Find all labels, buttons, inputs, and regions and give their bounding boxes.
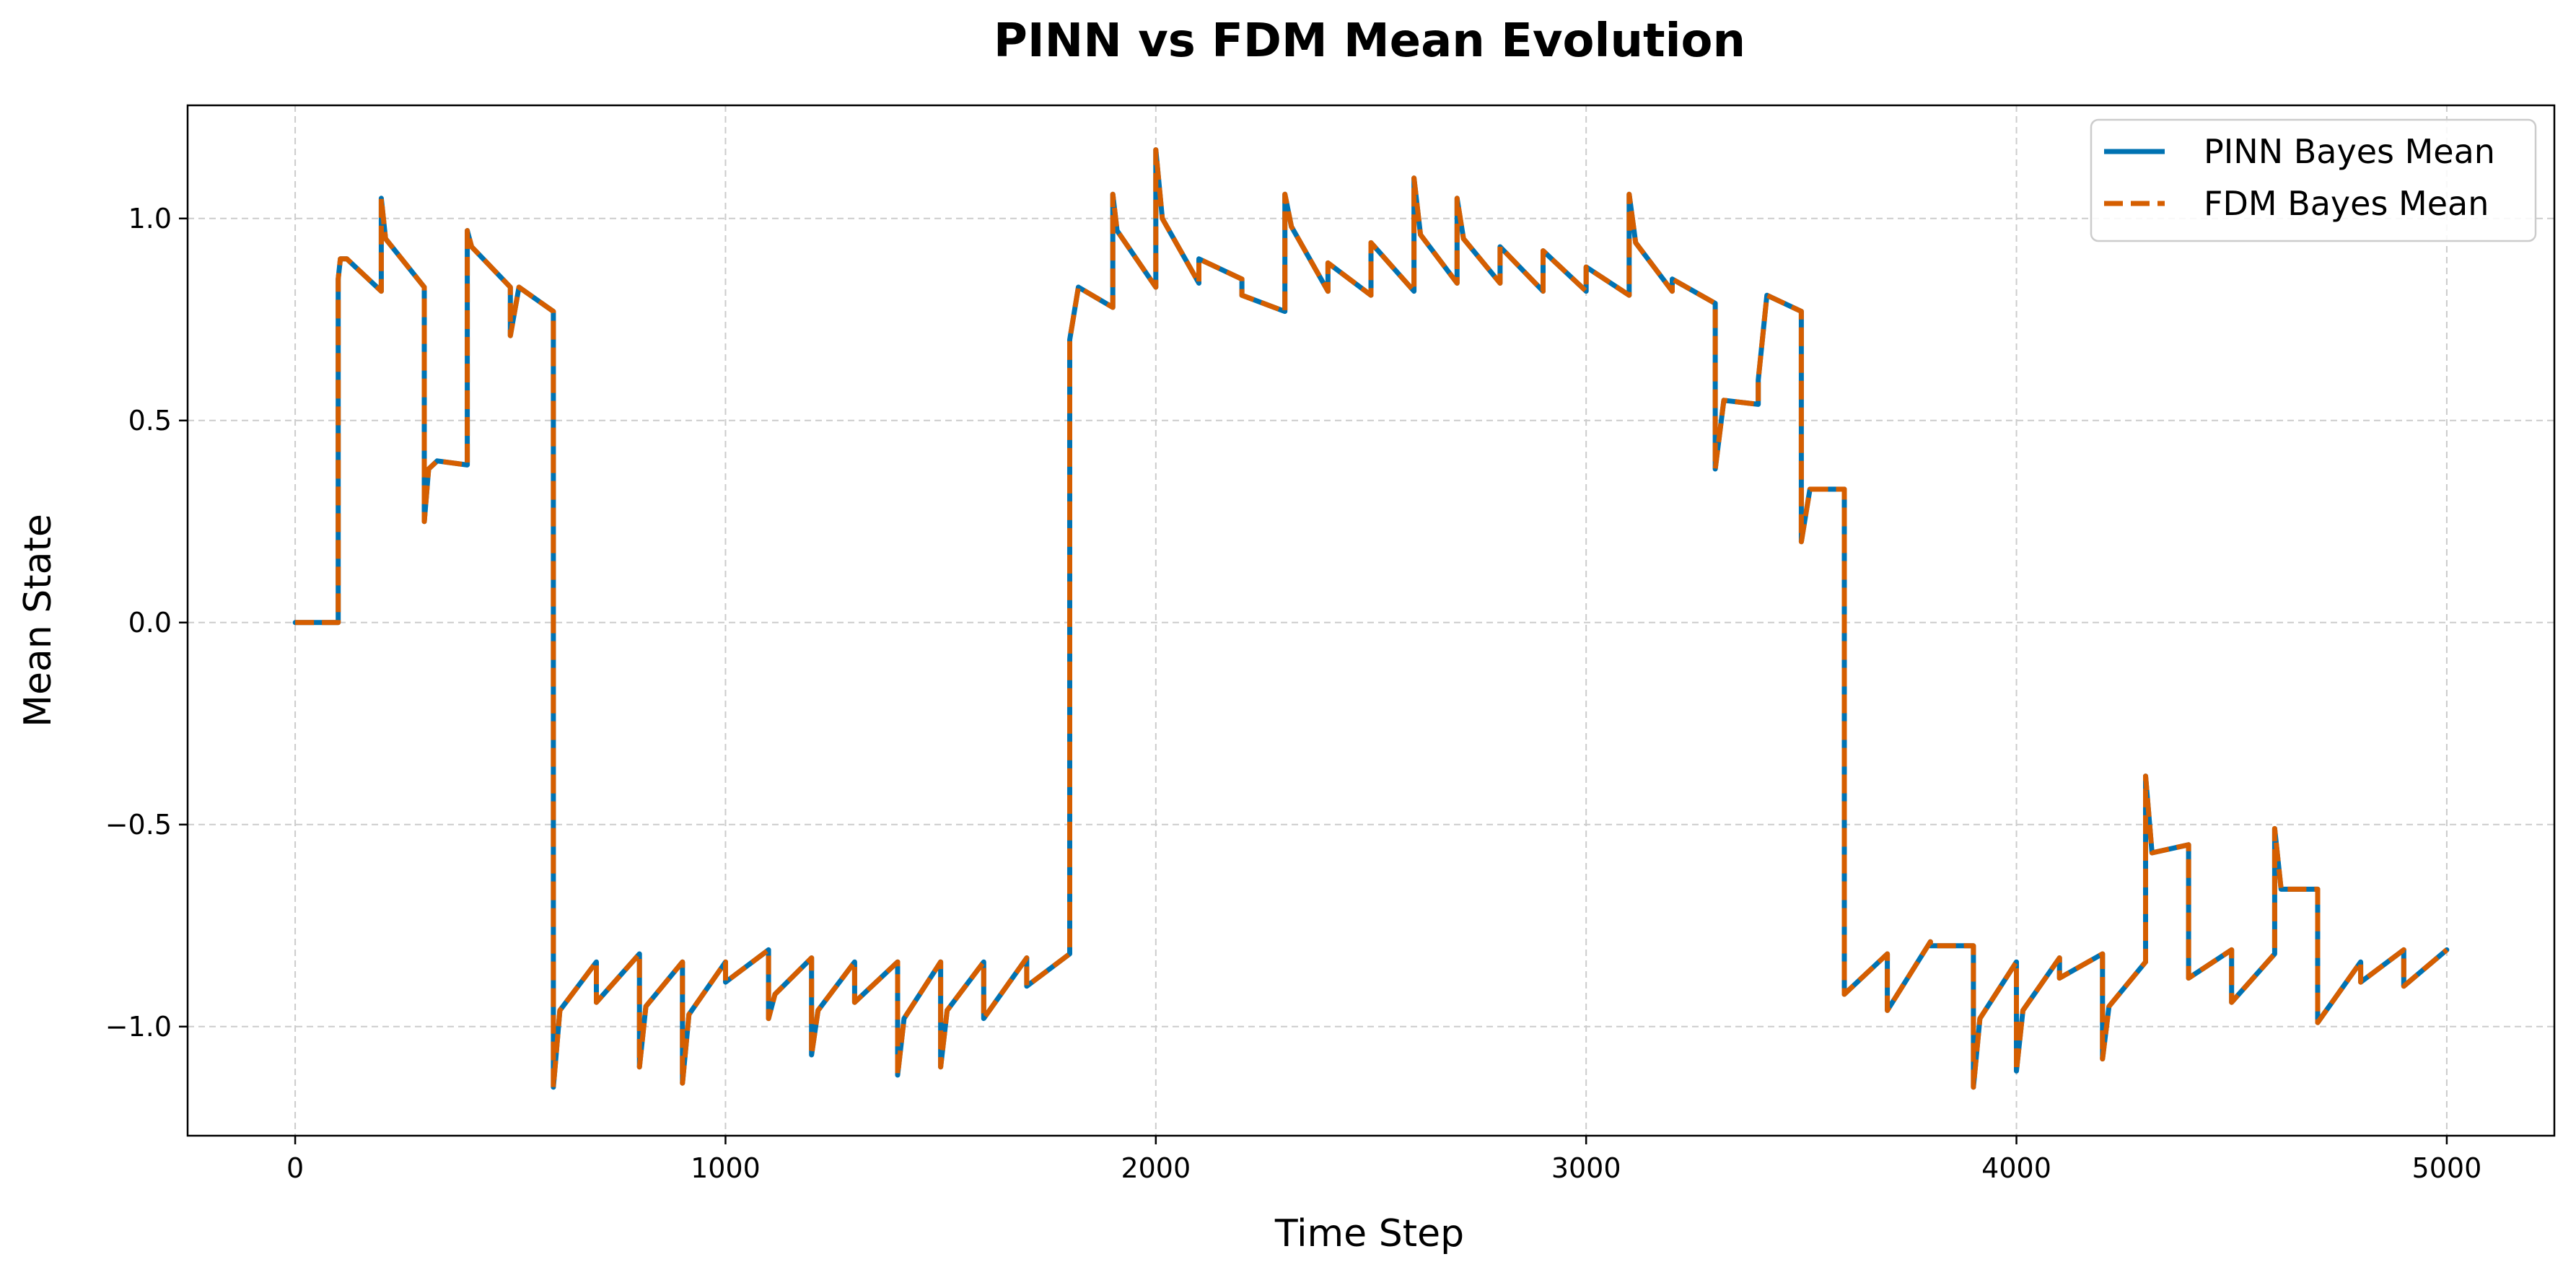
chart-title: PINN vs FDM Mean Evolution — [994, 14, 1745, 68]
x-tick-label: 0 — [286, 1152, 304, 1184]
x-tick-label: 5000 — [2412, 1152, 2482, 1184]
y-tick-label: 0.0 — [128, 607, 172, 639]
legend: PINN Bayes Mean FDM Bayes Mean — [2090, 118, 2537, 242]
y-tick-label: 0.5 — [128, 405, 172, 437]
x-tick-label: 2000 — [1121, 1152, 1191, 1184]
axis-ticks: 0 1000 2000 3000 4000 5000 −1.0 −0.5 0.0 0.5 1.0 — [105, 203, 2482, 1184]
x-axis-label: Time Step — [1274, 1212, 1464, 1255]
fdm-bayes-mean-line — [295, 147, 2449, 1090]
plot-frame — [186, 104, 2556, 1137]
legend-label-pinn: PINN Bayes Mean — [2204, 132, 2495, 171]
plot-series — [292, 147, 2450, 1090]
y-tick-label: −0.5 — [105, 809, 172, 841]
y-axis-label: Mean State — [17, 514, 60, 727]
x-tick-label: 3000 — [1551, 1152, 1621, 1184]
x-tick-label: 1000 — [691, 1152, 761, 1184]
legend-frame — [2090, 118, 2537, 242]
legend-label-fdm: FDM Bayes Mean — [2204, 184, 2489, 223]
y-tick-label: 1.0 — [128, 203, 172, 234]
x-tick-label: 4000 — [1981, 1152, 2051, 1184]
y-tick-label: −1.0 — [105, 1011, 172, 1043]
